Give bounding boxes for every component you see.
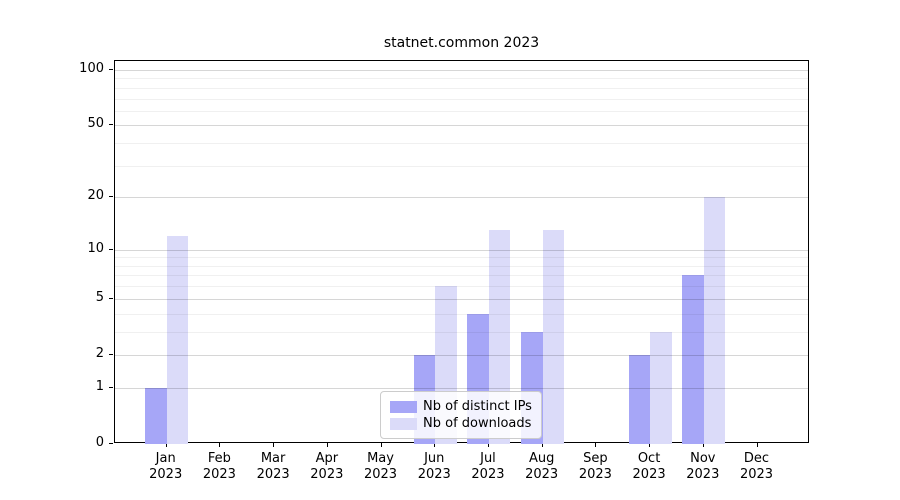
x-tick-label-sep: Sep 2023: [578, 451, 612, 482]
y-tick-mark-20: [109, 196, 113, 198]
x-tick-label-aug: Aug 2023: [525, 451, 559, 482]
x-tick-mark-dec: [756, 443, 758, 447]
x-tick-mark-jun: [434, 443, 436, 447]
plot-area: Nb of distinct IPs Nb of downloads: [114, 60, 809, 444]
gridline-minor-40: [115, 143, 808, 145]
gridline-major-2: [115, 354, 808, 356]
y-tick-label-1: 1: [95, 378, 104, 394]
gridline-minor-8: [115, 265, 808, 267]
x-tick-mark-mar: [273, 443, 275, 447]
x-tick-label-nov: Nov 2023: [686, 451, 720, 482]
bar-downloads-oct: [650, 331, 672, 444]
gridline-minor-60: [115, 110, 808, 112]
x-tick-label-jan: Jan 2023: [149, 451, 183, 482]
bar-ips-jan: [145, 387, 167, 444]
gridline-major-1: [115, 387, 808, 389]
gridline-minor-80: [115, 87, 808, 89]
x-tick-label-jun: Jun 2023: [417, 451, 451, 482]
x-tick-label-jul: Jul 2023: [471, 451, 505, 482]
x-tick-label-apr: Apr 2023: [310, 451, 344, 482]
gridline-minor-4: [115, 313, 808, 315]
gridline-minor-70: [115, 98, 808, 100]
gridline-major-20: [115, 197, 808, 199]
y-tick-label-0: 0: [95, 435, 104, 450]
bar-downloads-jan: [166, 236, 189, 444]
legend-label-downloads: Nb of downloads: [423, 416, 532, 431]
x-tick-mark-aug: [541, 443, 543, 447]
x-tick-mark-jan: [165, 443, 167, 447]
bar-downloads-aug: [542, 230, 565, 444]
legend-item-downloads: Nb of downloads: [390, 415, 532, 432]
y-tick-label-2: 2: [95, 345, 104, 361]
legend-swatch-downloads-icon: [390, 417, 417, 430]
legend: Nb of distinct IPs Nb of downloads: [380, 391, 542, 439]
x-tick-label-feb: Feb 2023: [202, 451, 236, 482]
y-tick-label-5: 5: [95, 289, 104, 305]
legend-swatch-distinct-ips-icon: [390, 400, 417, 413]
y-tick-mark-50: [109, 124, 113, 126]
gridline-minor-7: [115, 275, 808, 277]
x-tick-mark-jul: [487, 443, 489, 447]
y-tick-label-20: 20: [87, 188, 104, 204]
bar-ips-oct: [628, 354, 651, 444]
bar-ips-nov: [682, 275, 704, 444]
chart-title: statnet.common 2023: [383, 35, 540, 51]
x-tick-label-may: May 2023: [363, 451, 398, 482]
gridline-major-10: [115, 249, 808, 251]
y-tick-mark-0: [109, 443, 113, 444]
bar-downloads-jul: [488, 230, 511, 444]
y-tick-mark-2: [109, 353, 113, 355]
gridline-major-5: [115, 298, 808, 300]
y-tick-mark-5: [109, 297, 113, 299]
x-tick-mark-may: [380, 443, 382, 447]
x-tick-mark-oct: [649, 443, 651, 447]
gridline-minor-3: [115, 331, 808, 333]
y-tick-mark-10: [109, 248, 113, 250]
legend-label-distinct-ips: Nb of distinct IPs: [423, 399, 532, 414]
x-tick-mark-sep: [595, 443, 597, 447]
y-tick-label-10: 10: [87, 240, 104, 256]
gridline-major-100: [115, 69, 808, 71]
y-tick-label-100: 100: [79, 60, 104, 76]
bar-downloads-nov: [703, 197, 726, 444]
x-tick-label-mar: Mar 2023: [256, 451, 290, 482]
y-tick-mark-100: [109, 68, 113, 70]
gridline-major-50: [115, 125, 808, 127]
x-tick-mark-apr: [326, 443, 328, 447]
gridline-minor-9: [115, 257, 808, 259]
legend-item-distinct-ips: Nb of distinct IPs: [390, 398, 532, 415]
y-tick-label-50: 50: [87, 116, 104, 132]
gridline-minor-30: [115, 165, 808, 167]
x-tick-mark-feb: [219, 443, 221, 447]
y-tick-mark-1: [109, 386, 113, 388]
x-tick-label-oct: Oct 2023: [632, 451, 666, 482]
x-tick-mark-nov: [702, 443, 704, 447]
gridline-minor-6: [115, 286, 808, 288]
gridline-minor-90: [115, 78, 808, 80]
x-tick-label-dec: Dec 2023: [739, 451, 774, 482]
